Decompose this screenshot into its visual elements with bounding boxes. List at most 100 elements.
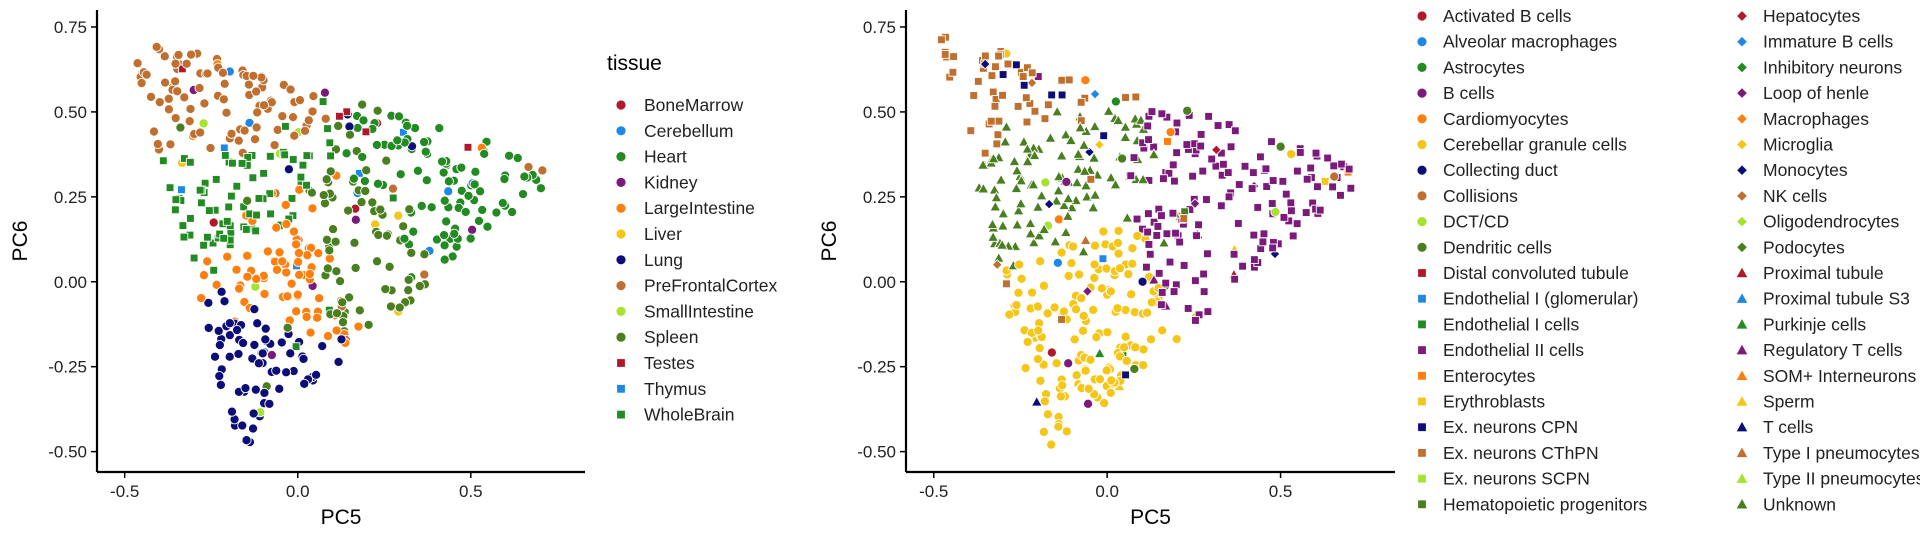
- data-point: [352, 122, 363, 133]
- y-tick-label: 0.00: [863, 273, 896, 292]
- data-point: [1182, 140, 1192, 149]
- data-point: [327, 224, 339, 235]
- data-point: [1171, 334, 1182, 345]
- data-point: [186, 214, 195, 223]
- data-point: [988, 87, 998, 97]
- data-point: [1101, 365, 1112, 376]
- data-point: [1080, 190, 1093, 202]
- data-point: [259, 169, 268, 178]
- data-point: [406, 247, 417, 258]
- legend-key: [1417, 88, 1427, 98]
- data-point: [1114, 263, 1125, 274]
- data-point: [1121, 93, 1130, 102]
- data-point: [171, 195, 181, 205]
- data-point: [1102, 327, 1113, 338]
- data-point: [1033, 325, 1044, 336]
- data-point: [1077, 325, 1089, 336]
- legend-label: Inhibitory neurons: [1763, 57, 1902, 77]
- data-point: [987, 71, 997, 80]
- outlier-point: [289, 130, 300, 141]
- data-point: [342, 107, 352, 117]
- legend-key: [616, 203, 626, 213]
- legend: tissue BoneMarrow Cerebellum Heart Kidney Lar…: [607, 52, 777, 425]
- data-point: [294, 269, 305, 280]
- legend-label: Macrophages: [1763, 109, 1869, 129]
- data-point: [1091, 332, 1102, 343]
- data-point: [1163, 137, 1172, 146]
- data-point: [256, 72, 267, 83]
- data-point: [291, 342, 301, 352]
- data-point: [1211, 161, 1221, 171]
- data-point: [260, 323, 271, 334]
- data-point: [337, 317, 349, 328]
- data-point: [211, 279, 222, 290]
- y-tick-label: 0.75: [863, 18, 896, 37]
- legend-key: [1418, 474, 1426, 483]
- data-point: [259, 288, 270, 300]
- data-point: [299, 378, 310, 389]
- data-point: [437, 156, 448, 167]
- data-point: [326, 151, 335, 161]
- data-point: [249, 339, 260, 350]
- data-point: [357, 99, 368, 110]
- data-point: [1143, 121, 1153, 131]
- data-point: [1286, 198, 1296, 208]
- data-point: [272, 124, 283, 135]
- data-point: [322, 263, 333, 274]
- legend-label: B cells: [1443, 83, 1495, 103]
- data-point: [1016, 273, 1027, 284]
- data-point: [1038, 223, 1051, 235]
- data-point: [1170, 176, 1179, 186]
- data-point: [337, 297, 348, 308]
- data-point: [431, 234, 443, 245]
- data-point: [343, 205, 354, 216]
- data-point: [269, 140, 280, 151]
- legend-label: Purkinje cells: [1763, 314, 1866, 334]
- data-point: [1034, 343, 1045, 354]
- data-point: [986, 218, 999, 230]
- data-point: [317, 341, 328, 352]
- data-point: [1145, 334, 1157, 345]
- data-point: [1131, 92, 1141, 102]
- data-point: [1033, 229, 1046, 241]
- data-point: [1162, 229, 1172, 239]
- data-point: [387, 183, 399, 194]
- data-point: [1249, 230, 1259, 240]
- data-point: [1344, 164, 1354, 174]
- data-point: [136, 78, 147, 89]
- data-point: [1055, 391, 1066, 402]
- legend-key: [1736, 396, 1748, 406]
- data-point: [302, 180, 311, 190]
- data-point: [1253, 203, 1263, 212]
- data-point: [1293, 166, 1302, 176]
- data-point: [966, 126, 976, 136]
- data-point: [419, 136, 430, 148]
- data-point: [1189, 198, 1201, 210]
- data-point: [993, 130, 1003, 140]
- data-point: [373, 229, 384, 241]
- data-point: [215, 379, 226, 390]
- data-point: [1337, 159, 1346, 169]
- data-point: [179, 92, 190, 103]
- data-point: [438, 167, 449, 178]
- outlier-point: [251, 86, 262, 97]
- data-point: [475, 186, 486, 197]
- data-point: [491, 207, 502, 218]
- data-point: [1063, 270, 1074, 281]
- data-point: [1052, 257, 1063, 268]
- data-point: [224, 318, 235, 329]
- data-point: [517, 189, 529, 200]
- data-point: [1121, 370, 1130, 380]
- legend-key: [1418, 448, 1426, 457]
- data-point: [1087, 201, 1100, 213]
- data-point: [1030, 106, 1040, 116]
- legend-key: [1736, 447, 1748, 458]
- data-point: [250, 384, 261, 395]
- data-point: [1027, 68, 1037, 78]
- data-point: [170, 113, 181, 124]
- data-point: [281, 218, 292, 230]
- data-point: [392, 135, 403, 146]
- data-point: [1129, 363, 1140, 375]
- data-point: [1198, 166, 1208, 176]
- data-point: [1064, 134, 1077, 146]
